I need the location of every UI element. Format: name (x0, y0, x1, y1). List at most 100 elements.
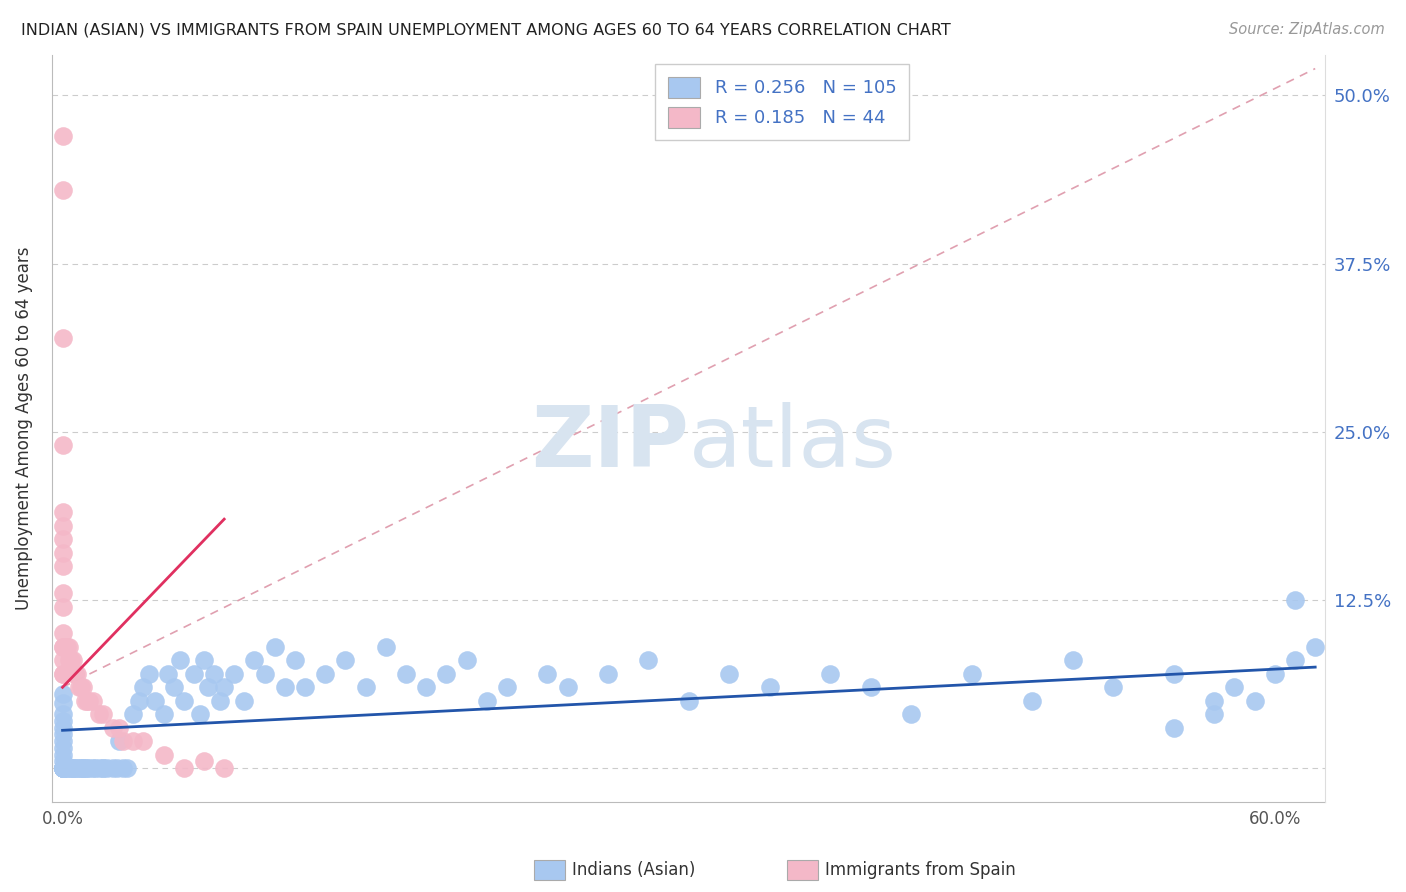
Point (51, 747, 73, 762)
Point (51, 761, 73, 775)
Point (1163, 721, 1185, 735)
Point (101, 721, 124, 735)
Point (51, 330, 73, 344)
Point (51, 761, 73, 775)
Point (1303, 640, 1326, 654)
Point (51, 754, 73, 768)
Point (188, 707, 211, 722)
Point (73, 694, 96, 708)
Point (209, 694, 232, 708)
Point (51, 761, 73, 775)
Text: ZIP: ZIP (531, 401, 689, 485)
Point (163, 680, 186, 694)
Point (51, 761, 73, 775)
Point (1264, 666, 1286, 681)
Point (51, 128, 73, 143)
Point (274, 680, 297, 694)
Point (152, 707, 174, 722)
Point (63, 666, 86, 681)
Point (859, 680, 882, 694)
Point (51, 546, 73, 560)
Point (173, 761, 195, 775)
Point (900, 707, 922, 722)
Point (108, 734, 131, 748)
Text: Indians (Asian): Indians (Asian) (572, 861, 696, 879)
Point (96, 761, 118, 775)
Point (51, 734, 73, 748)
Point (233, 694, 256, 708)
Point (122, 707, 145, 722)
Point (51, 640, 73, 654)
Point (51, 559, 73, 574)
Point (67, 761, 90, 775)
Legend: R = 0.256   N = 105, R = 0.185   N = 44: R = 0.256 N = 105, R = 0.185 N = 44 (655, 64, 908, 140)
Point (112, 761, 135, 775)
Point (108, 721, 131, 735)
Point (193, 653, 215, 667)
Point (101, 761, 124, 775)
Point (82, 694, 104, 708)
Point (212, 680, 235, 694)
Point (63, 666, 86, 681)
Point (59, 761, 82, 775)
Point (73, 761, 96, 775)
Point (51, 740, 73, 755)
Point (51, 687, 73, 701)
Point (243, 653, 266, 667)
Point (1284, 592, 1306, 607)
Point (62, 653, 84, 667)
Point (51, 519, 73, 533)
Point (557, 680, 579, 694)
Point (1062, 653, 1084, 667)
Point (51, 586, 73, 600)
Point (314, 666, 336, 681)
Point (1163, 666, 1185, 681)
Point (82, 761, 104, 775)
Point (51, 707, 73, 722)
Point (51, 727, 73, 741)
Text: Immigrants from Spain: Immigrants from Spain (825, 861, 1017, 879)
Text: INDIAN (ASIAN) VS IMMIGRANTS FROM SPAIN UNEMPLOYMENT AMONG AGES 60 TO 64 YEARS C: INDIAN (ASIAN) VS IMMIGRANTS FROM SPAIN … (21, 22, 950, 37)
Point (475, 694, 498, 708)
Point (53, 761, 76, 775)
Point (637, 653, 659, 667)
Point (173, 694, 195, 708)
Point (758, 680, 780, 694)
Point (122, 734, 145, 748)
Point (51, 714, 73, 728)
Point (169, 653, 191, 667)
Point (202, 666, 225, 681)
Point (193, 754, 215, 768)
Point (128, 694, 150, 708)
Point (51, 640, 73, 654)
Point (415, 680, 437, 694)
Point (62, 761, 84, 775)
Point (138, 666, 160, 681)
Point (66, 761, 89, 775)
Point (294, 680, 316, 694)
Point (63, 761, 86, 775)
Point (456, 653, 478, 667)
Point (212, 761, 235, 775)
Point (718, 666, 741, 681)
Point (87, 761, 110, 775)
Point (51, 761, 73, 775)
Point (62, 761, 84, 775)
Point (55, 761, 77, 775)
Point (51, 761, 73, 775)
Point (253, 666, 276, 681)
Point (53, 640, 76, 654)
Point (77, 694, 100, 708)
Point (58, 640, 80, 654)
Point (77, 761, 100, 775)
Point (51, 666, 73, 681)
Point (51, 761, 73, 775)
Point (55, 640, 77, 654)
Point (76, 694, 98, 708)
Point (51, 761, 73, 775)
Point (51, 438, 73, 452)
Point (72, 680, 94, 694)
Point (51, 626, 73, 640)
Point (335, 653, 357, 667)
Point (1021, 694, 1043, 708)
